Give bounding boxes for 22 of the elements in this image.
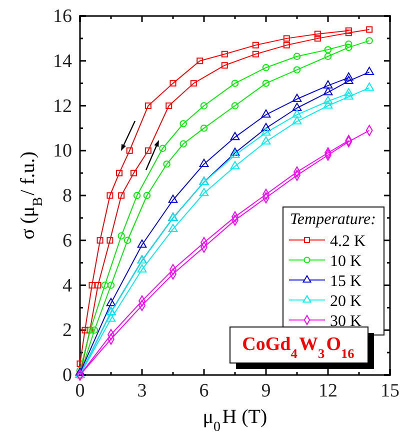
legend-label: 20 K [330,293,362,310]
y-tick-label: 0 [62,365,72,386]
y-tick-label: 2 [62,320,72,342]
y-tick-label: 4 [62,275,72,296]
x-axis-title: μ$_{0}$H (T) [202,406,268,433]
x-tick-label: 9 [261,380,271,402]
y-tick-label: 16 [53,6,72,28]
y-tick-label: 12 [53,96,72,117]
annotation: CoGd$_{4}$W$_{3}$O$_{16}$ [242,334,355,360]
y-tick-label: 6 [62,230,72,252]
legend-label: 10 K [330,253,362,270]
x-tick-label: 15 [380,380,400,402]
x-tick-label: 6 [199,380,209,402]
y-tick-label: 8 [62,186,72,207]
x-tick-label: 12 [318,380,338,402]
legend-title: Temperature: [290,211,376,228]
legend-label: 30 K [330,313,362,330]
y-tick-label: 14 [53,50,72,72]
legend-label: 4.2 K [330,233,366,250]
legend-label: 15 K [330,273,362,290]
x-tick-label: 3 [137,380,147,402]
y-tick-label: 10 [53,140,72,162]
